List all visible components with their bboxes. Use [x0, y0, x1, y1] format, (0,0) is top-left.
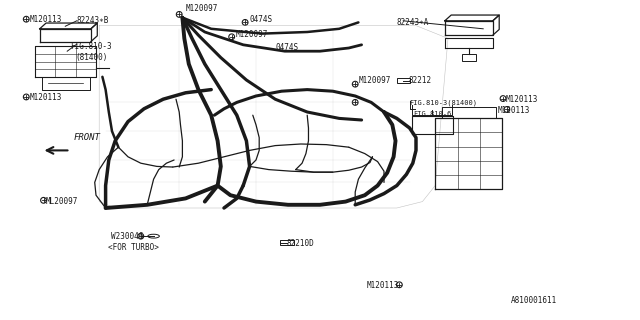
Text: M120113: M120113	[367, 281, 399, 290]
Text: FIG.810-3: FIG.810-3	[70, 42, 112, 51]
Text: 0474S: 0474S	[275, 43, 298, 52]
Text: FIG.810-3(81400): FIG.810-3(81400)	[410, 99, 477, 106]
Text: M120113: M120113	[30, 93, 63, 102]
Bar	[397, 78, 410, 83]
Text: M120113: M120113	[30, 15, 63, 24]
Ellipse shape	[23, 94, 29, 100]
Text: FRONT: FRONT	[74, 133, 100, 142]
Ellipse shape	[504, 107, 509, 112]
Text: FIG.810-6: FIG.810-6	[413, 111, 451, 116]
Ellipse shape	[500, 96, 506, 101]
Text: W230046: W230046	[111, 232, 143, 241]
Text: 82210D: 82210D	[287, 239, 314, 248]
Ellipse shape	[41, 197, 47, 203]
Text: (81400): (81400)	[76, 53, 108, 62]
Text: ML20097: ML20097	[46, 197, 79, 206]
Text: M120097: M120097	[358, 76, 391, 85]
Ellipse shape	[397, 282, 403, 288]
Ellipse shape	[353, 81, 358, 87]
Text: <FOR TURBO>: <FOR TURBO>	[108, 243, 158, 252]
Ellipse shape	[229, 34, 235, 40]
Text: 82212: 82212	[408, 76, 431, 85]
Bar	[461, 54, 476, 61]
Text: M120113: M120113	[506, 95, 538, 104]
Text: 82243∗A: 82243∗A	[397, 18, 429, 27]
Text: M120097: M120097	[186, 4, 218, 13]
Ellipse shape	[138, 233, 144, 239]
Ellipse shape	[148, 234, 159, 238]
Text: A810001611: A810001611	[511, 296, 557, 305]
Ellipse shape	[177, 12, 182, 17]
Ellipse shape	[243, 20, 248, 25]
Ellipse shape	[23, 16, 29, 22]
Ellipse shape	[353, 100, 358, 105]
Text: 82243∗B: 82243∗B	[77, 16, 109, 25]
Text: M120113: M120113	[498, 106, 531, 115]
Text: 0474S: 0474S	[250, 15, 273, 24]
Bar	[280, 240, 294, 245]
Text: M120097: M120097	[236, 30, 268, 39]
